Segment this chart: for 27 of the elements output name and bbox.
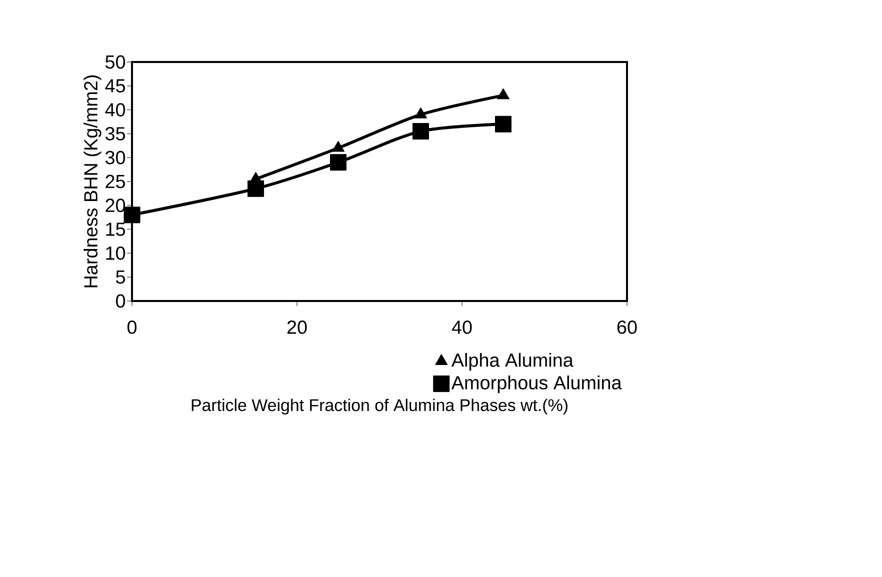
y-tick-label: 25	[106, 174, 126, 188]
x-tick-label: 20	[287, 320, 307, 334]
point	[332, 140, 345, 152]
y-tick-label: 10	[106, 246, 126, 260]
y-tick-label: 35	[105, 126, 126, 140]
y-axis-title: Hardness BHN (Kg/mm2)	[84, 75, 102, 288]
y-tick-label: 40	[105, 103, 126, 116]
point	[412, 123, 430, 140]
x-tick-label: 40	[452, 320, 472, 334]
y-tick-label: 20	[106, 198, 126, 212]
y-tick-label: 5	[116, 270, 126, 284]
point	[330, 154, 347, 171]
legend-label: Alpha Alumina	[451, 352, 574, 371]
point	[495, 116, 512, 132]
point	[248, 180, 264, 197]
y-tick-label: 30	[105, 150, 126, 164]
x-axis-title: Particle Weight Fraction of Alumina Phases wt.(%)	[192, 398, 568, 414]
legend-label: Amorphous Alumina	[451, 376, 622, 394]
x-tick-label: 60	[617, 320, 637, 334]
x-tick-label: 0	[127, 320, 137, 334]
y-tick-label: 15	[106, 222, 126, 236]
point	[496, 88, 510, 100]
point	[124, 206, 140, 224]
y-tick-label: 50	[106, 55, 126, 69]
point	[414, 107, 428, 118]
y-tick-label: 0	[116, 294, 126, 308]
y-tick-label: 45	[105, 79, 126, 92]
